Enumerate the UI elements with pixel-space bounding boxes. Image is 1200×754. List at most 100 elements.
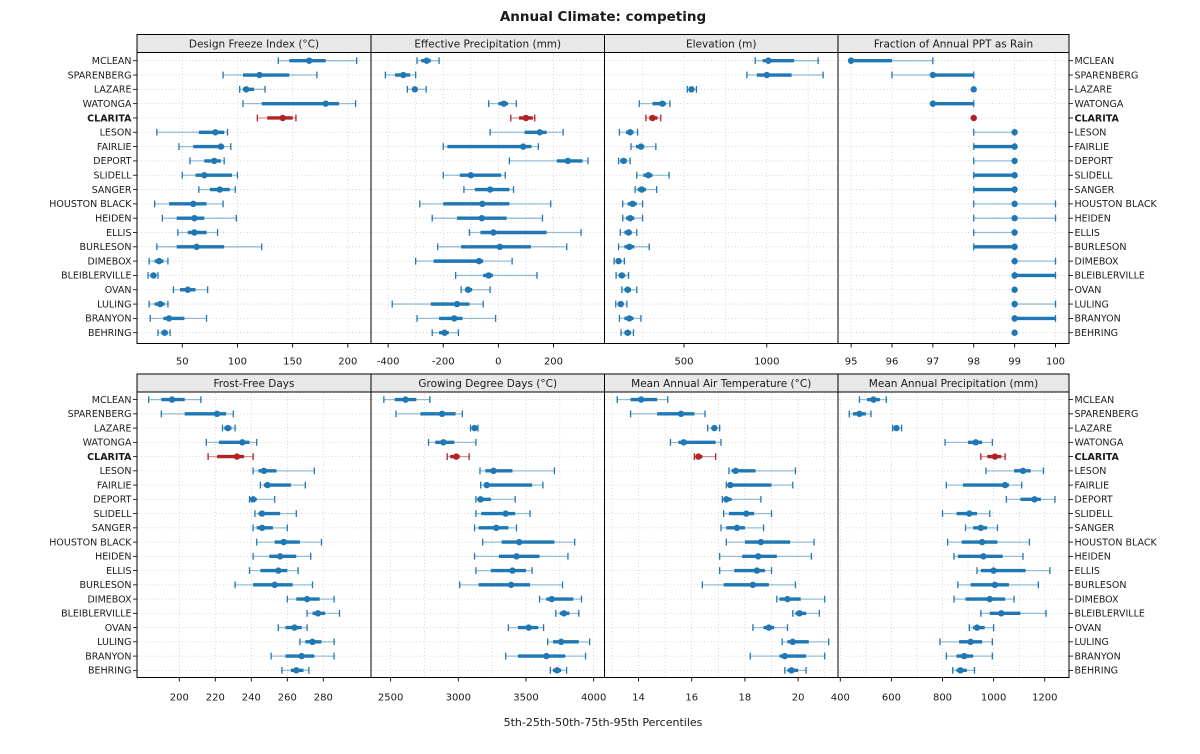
series-ovan [1011, 286, 1018, 293]
median-dot [695, 453, 702, 460]
median-dot [191, 214, 198, 222]
median-dot [1001, 481, 1009, 489]
median-dot [477, 496, 484, 503]
panel-header [837, 373, 1070, 393]
median-dot [453, 453, 460, 460]
station-label-right-ovan: OVAN [1075, 285, 1102, 296]
median-dot [620, 157, 627, 165]
panel-title: Growing Degree Days (°C) [418, 378, 557, 390]
station-label-right-deport: DEPORT [1075, 156, 1113, 167]
median-dot [165, 315, 173, 322]
median-dot [314, 610, 322, 617]
station-label-right-houston-black: HOUSTON BLACK [1075, 537, 1158, 548]
median-dot [150, 272, 157, 279]
median-dot [1011, 172, 1018, 179]
series-ellis [475, 567, 533, 574]
series-luling [546, 638, 591, 646]
median-dot [560, 610, 568, 617]
series-watonga [427, 438, 477, 446]
median-dot [990, 567, 997, 574]
station-label-right-leson: LESON [1075, 128, 1107, 139]
series-heiden [973, 214, 1057, 222]
series-watonga [488, 100, 517, 108]
series-fairlie [945, 481, 1023, 489]
median-dot [967, 638, 974, 646]
series-deport [617, 157, 631, 165]
panel-fraction-of-annual-ppt-as-rain: Fraction of Annual PPT as Rain 95 96 97 98 99… [837, 34, 1073, 368]
x-tick-label: 220 [206, 693, 225, 704]
series-fairlie [973, 143, 1018, 150]
station-label-right-branyon: BRANYON [1075, 314, 1121, 325]
series-fairlie [178, 143, 232, 150]
station-label-right-bleiblerville: BLEIBLERVILLE [1075, 609, 1145, 620]
median-dot [929, 100, 937, 107]
series-burleson [973, 243, 1018, 251]
series-sanger [473, 524, 518, 532]
station-label-left-luling: LULING [97, 637, 131, 648]
station-label-left-branyon: BRANYON [85, 651, 131, 662]
series-fairlie [725, 481, 794, 489]
series-heiden [719, 552, 813, 560]
median-dot [986, 595, 993, 603]
median-dot [763, 71, 770, 79]
median-dot [625, 229, 632, 236]
median-dot [1011, 143, 1018, 150]
median-dot [1011, 315, 1018, 322]
station-label-right-ovan: OVAN [1075, 623, 1102, 634]
series-behring [1011, 329, 1018, 336]
panel-title: Design Freeze Index (°C) [189, 39, 319, 51]
series-bleiblerville [615, 272, 630, 279]
median-dot [624, 286, 631, 293]
station-label-right-watonga: WATONGA [1075, 99, 1124, 110]
series-branyon [1011, 314, 1057, 322]
median-dot [626, 214, 634, 222]
median-dot [624, 329, 631, 336]
station-label-left-clarita: CLARITA [87, 452, 132, 463]
median-dot [961, 652, 968, 660]
median-dot [249, 496, 257, 503]
median-dot [298, 652, 305, 660]
series-heiden [473, 552, 569, 560]
station-label-left-sanger: SANGER [92, 185, 132, 196]
series-branyon [270, 652, 335, 660]
median-dot [217, 143, 225, 150]
median-dot [688, 86, 695, 93]
station-label-left-burleson: BURLESON [80, 580, 132, 591]
series-deport [475, 495, 516, 503]
station-label-right-clarita: CLARITA [1075, 452, 1120, 463]
station-label-right-mclean: MCLEAN [1075, 56, 1115, 67]
panel-background [371, 392, 605, 678]
station-label-right-watonga: WATONGA [1075, 438, 1124, 449]
series-deport [189, 157, 225, 165]
station-label-left-fairlie: FAIRLIE [97, 480, 132, 491]
series-branyon [618, 314, 642, 322]
median-dot [279, 114, 286, 122]
station-label-left-deport: DEPORT [93, 156, 131, 167]
median-dot [677, 410, 685, 418]
series-behring [281, 666, 310, 674]
series-luling [299, 638, 335, 646]
median-dot [438, 410, 446, 418]
station-label-left-sparenberg: SPARENBERG [68, 70, 132, 81]
x-tick-label: 0 [495, 357, 501, 368]
series-dimebox [286, 595, 335, 603]
x-tick-label: -400 [377, 357, 400, 368]
station-label-right-branyon: BRANYON [1075, 651, 1121, 662]
median-dot [618, 272, 626, 279]
median-dot [411, 86, 419, 93]
median-dot [276, 553, 284, 560]
station-label-right-fairlie: FAIRLIE [1075, 142, 1110, 153]
station-label-left-deport: DEPORT [93, 495, 131, 506]
median-dot [548, 595, 555, 603]
median-dot [451, 315, 458, 322]
median-dot [293, 667, 300, 674]
median-dot [258, 524, 266, 532]
series-mclean [616, 396, 669, 403]
series-dimebox [538, 595, 583, 603]
series-houston-black [256, 538, 323, 546]
series-fairlie [259, 481, 306, 489]
median-dot [870, 396, 877, 403]
median-dot [991, 581, 999, 589]
series-houston-black [154, 200, 224, 208]
